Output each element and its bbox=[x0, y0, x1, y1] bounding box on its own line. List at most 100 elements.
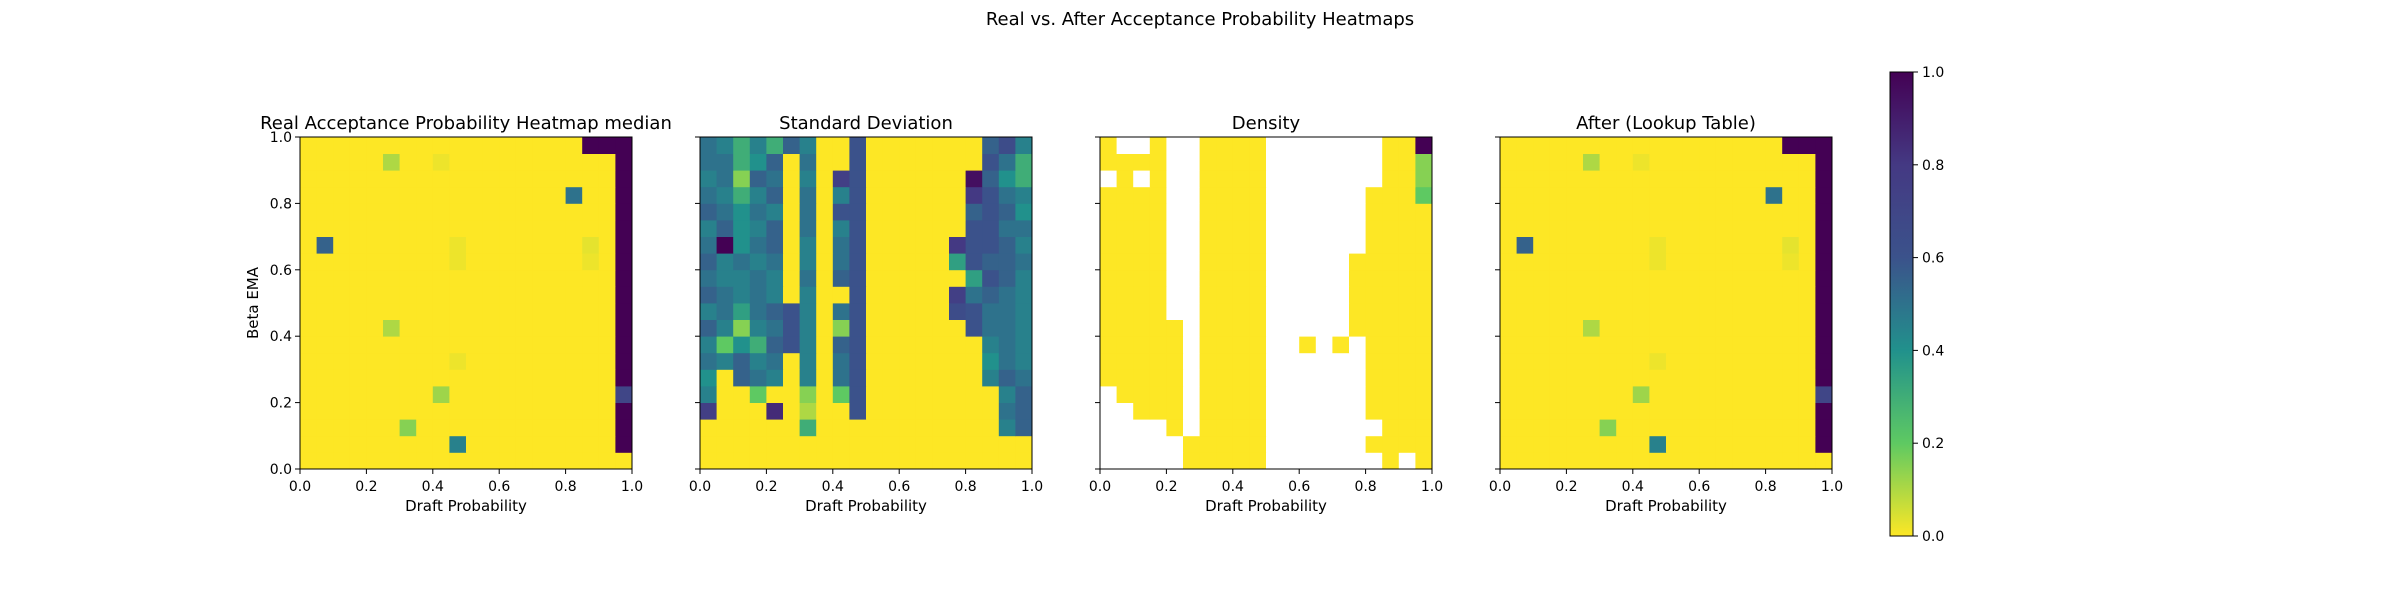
heatmap-cell bbox=[716, 435, 734, 453]
heatmap-cell bbox=[1649, 319, 1667, 337]
heatmap-cell bbox=[1566, 352, 1584, 370]
heatmap-cell bbox=[532, 186, 550, 204]
heatmap-cell bbox=[1315, 203, 1333, 221]
heatmap-cell bbox=[899, 220, 917, 237]
heatmap-cell bbox=[366, 369, 384, 387]
heatmap-cell bbox=[482, 170, 500, 188]
heatmap-cell bbox=[949, 286, 966, 304]
heatmap-cell bbox=[816, 319, 834, 337]
heatmap-cell bbox=[1116, 369, 1134, 387]
heatmap-cell bbox=[915, 186, 933, 204]
heatmap-cell bbox=[849, 186, 867, 204]
heatmap-cell bbox=[1365, 236, 1383, 254]
heatmap-cell bbox=[1299, 186, 1317, 204]
heatmap-cell bbox=[582, 435, 600, 453]
heatmap-cell bbox=[1599, 286, 1617, 304]
heatmap-cell bbox=[998, 269, 1016, 287]
heatmap-cell bbox=[383, 137, 400, 154]
heatmap-cell bbox=[565, 452, 583, 470]
heatmap-cell bbox=[733, 303, 751, 320]
heatmap-cell bbox=[766, 419, 784, 437]
heatmap-cell bbox=[1232, 336, 1250, 354]
heatmap-cell bbox=[1015, 269, 1033, 287]
heatmap-cell bbox=[466, 170, 483, 188]
heatmap-cell bbox=[799, 137, 817, 154]
heatmap-cell bbox=[615, 286, 633, 304]
heatmap-cell bbox=[965, 435, 983, 453]
heatmap-cell bbox=[1266, 303, 1283, 320]
heatmap-cell bbox=[1266, 253, 1283, 271]
heatmap-cell bbox=[1133, 186, 1151, 204]
heatmap-cell bbox=[1500, 402, 1517, 420]
heatmap-cell bbox=[998, 386, 1016, 403]
heatmap-cell bbox=[982, 369, 1000, 387]
heatmap-cell bbox=[1798, 153, 1816, 171]
heatmap-cell bbox=[1315, 253, 1333, 271]
heatmap-cell bbox=[532, 303, 550, 320]
x-axis-label: Draft Probability bbox=[405, 497, 527, 515]
heatmap-cell bbox=[1566, 203, 1584, 221]
heatmap-cell bbox=[449, 352, 467, 370]
heatmap-cell bbox=[783, 452, 800, 470]
heatmap-cell bbox=[1798, 303, 1816, 320]
heatmap-cell bbox=[1583, 319, 1600, 337]
heatmap-cell bbox=[1100, 419, 1117, 437]
heatmap-cell bbox=[1815, 419, 1833, 437]
heatmap-cell bbox=[949, 369, 966, 387]
heatmap-cell bbox=[1815, 170, 1833, 188]
heatmap-cell bbox=[1332, 303, 1350, 320]
heatmap-cell bbox=[1133, 386, 1151, 403]
heatmap-cell bbox=[982, 303, 1000, 320]
heatmap-cell bbox=[1699, 286, 1717, 304]
heatmap-cell bbox=[1632, 137, 1650, 154]
heatmap-cell bbox=[1566, 402, 1584, 420]
heatmap-cell bbox=[849, 435, 867, 453]
heatmap-cell bbox=[932, 220, 950, 237]
heatmap-cell bbox=[882, 352, 900, 370]
heatmap-cell bbox=[449, 452, 467, 470]
heatmap-cell bbox=[432, 203, 450, 221]
heatmap-cell bbox=[399, 170, 417, 188]
heatmap-cell bbox=[432, 269, 450, 287]
heatmap-cell bbox=[1349, 220, 1366, 237]
heatmap-cell bbox=[1649, 386, 1667, 403]
heatmap-cell bbox=[1199, 220, 1217, 237]
heatmap-cell bbox=[1015, 435, 1033, 453]
heatmap-cell bbox=[1015, 402, 1033, 420]
heatmap-cell bbox=[316, 170, 334, 188]
heatmap-cell bbox=[1199, 336, 1217, 354]
x-tick-label: 1.0 bbox=[621, 479, 643, 495]
heatmap-cell bbox=[432, 253, 450, 271]
heatmap-cell bbox=[1365, 286, 1383, 304]
heatmap-cell bbox=[598, 220, 616, 237]
heatmap-cell bbox=[733, 220, 751, 237]
colorbar-tick-label: 0.8 bbox=[1922, 158, 1944, 174]
heatmap-cell bbox=[882, 435, 900, 453]
heatmap-cell bbox=[349, 419, 367, 437]
heatmap-cell bbox=[1649, 236, 1667, 254]
heatmap-cell bbox=[349, 352, 367, 370]
heatmap-cell bbox=[1365, 153, 1383, 171]
heatmap-cell bbox=[1266, 419, 1283, 437]
heatmap-cell bbox=[532, 269, 550, 287]
y-tick-label: 0.8 bbox=[270, 196, 292, 212]
heatmap-cell bbox=[532, 220, 550, 237]
heatmap-cell bbox=[816, 369, 834, 387]
heatmap-cell bbox=[1632, 386, 1650, 403]
heatmap-cell bbox=[383, 186, 400, 204]
heatmap-cell bbox=[915, 203, 933, 221]
heatmap-cell bbox=[832, 452, 850, 470]
heatmap-cell bbox=[949, 402, 966, 420]
heatmap-cell bbox=[1666, 286, 1683, 304]
heatmap-cell bbox=[1249, 269, 1267, 287]
heatmap-cell bbox=[1415, 319, 1433, 337]
heatmap-cell bbox=[749, 352, 767, 370]
heatmap-cell bbox=[1566, 137, 1584, 154]
plot-frame bbox=[699, 136, 1033, 470]
heatmap-cell bbox=[615, 336, 633, 354]
heatmap-cell bbox=[1666, 253, 1683, 271]
heatmap-cell bbox=[1116, 352, 1134, 370]
heatmap-cell bbox=[1798, 386, 1816, 403]
heatmap-cell bbox=[1749, 303, 1766, 320]
heatmap-cell bbox=[1583, 269, 1600, 287]
